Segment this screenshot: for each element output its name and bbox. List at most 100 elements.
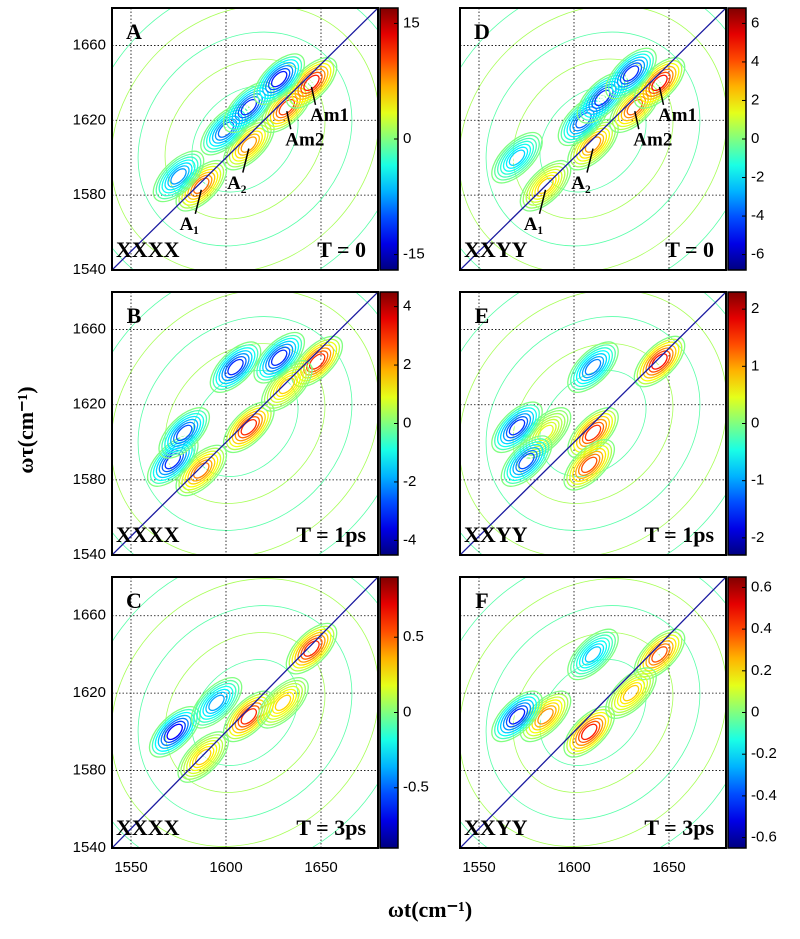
y-tick-label: 1540 bbox=[73, 261, 106, 278]
peak bbox=[563, 439, 615, 491]
background-contour bbox=[460, 577, 726, 848]
diagonal bbox=[460, 8, 726, 270]
peak bbox=[567, 407, 619, 459]
annotation: Am2 bbox=[285, 130, 324, 151]
peak bbox=[605, 47, 657, 100]
annotation: A₁ bbox=[524, 214, 543, 235]
colorbar-tick-label: 0.5 bbox=[403, 628, 424, 645]
colorbar-tick-label: -1 bbox=[751, 472, 764, 489]
y-tick-label: 1580 bbox=[73, 471, 106, 488]
x-tick-label: 1550 bbox=[462, 859, 495, 876]
peak bbox=[223, 690, 275, 743]
peak bbox=[519, 690, 572, 743]
panel-letter: E bbox=[475, 303, 490, 328]
colorbar-tick-label: -6 bbox=[751, 246, 764, 263]
annotation-arrow bbox=[310, 86, 317, 106]
annotation-arrow bbox=[538, 189, 547, 214]
annotation-arrow bbox=[194, 189, 203, 214]
annotation: Am2 bbox=[633, 130, 672, 151]
background-contour bbox=[485, 316, 701, 531]
colorbar-tick-label: 0 bbox=[751, 130, 759, 147]
peak bbox=[633, 335, 686, 388]
peak bbox=[491, 690, 543, 743]
diagonal bbox=[112, 292, 378, 555]
y-tick-label: 1660 bbox=[73, 607, 106, 624]
peak bbox=[491, 131, 543, 184]
plot-area bbox=[112, 8, 378, 270]
colorbar-tick-label: 0 bbox=[403, 130, 411, 147]
delay-time: T = 1ps bbox=[296, 522, 366, 547]
colorbar-tick-label: -0.4 bbox=[751, 787, 777, 804]
colorbar-tick-label: 0 bbox=[403, 414, 411, 431]
annotation-arrow bbox=[286, 111, 292, 130]
plot-area bbox=[460, 8, 726, 270]
colorbar-tick-label: 2 bbox=[751, 91, 759, 108]
annotation-arrow bbox=[586, 148, 594, 173]
plot-frame bbox=[111, 576, 379, 849]
annotation: Am1 bbox=[658, 105, 697, 126]
colorbar-tick-label: 0 bbox=[403, 703, 411, 720]
peak bbox=[261, 81, 313, 133]
y-tick-label: 1620 bbox=[73, 396, 106, 413]
peak bbox=[491, 401, 543, 454]
colorbar-tick-label: 0.4 bbox=[751, 620, 772, 637]
delay-time: T = 0 bbox=[317, 237, 366, 262]
colorbar-tick-label: 0 bbox=[751, 414, 759, 431]
peak bbox=[190, 677, 243, 729]
polarization: XXXX bbox=[116, 522, 180, 547]
plot-frame bbox=[459, 7, 727, 271]
peak bbox=[175, 444, 228, 497]
peak bbox=[257, 677, 309, 729]
plot-area bbox=[112, 292, 378, 555]
background-contour bbox=[460, 8, 726, 270]
colorbar-tick-label: -2 bbox=[751, 529, 764, 546]
delay-time: T = 3ps bbox=[296, 815, 366, 840]
colorbar-tick-label: -15 bbox=[403, 246, 425, 263]
colorbar-tick-label: -4 bbox=[403, 531, 416, 548]
peak bbox=[148, 706, 201, 758]
x-tick-label: 1550 bbox=[114, 859, 147, 876]
diagonal bbox=[460, 292, 726, 555]
colorbar-tick-label: -2 bbox=[403, 473, 416, 490]
background-contour bbox=[112, 8, 378, 270]
y-tick-label: 1660 bbox=[73, 36, 106, 53]
peak bbox=[209, 341, 262, 393]
colorbar-tick-label: 0.6 bbox=[751, 578, 772, 595]
y-axis-label: ωτ(cm⁻¹) bbox=[13, 386, 38, 473]
diagonal bbox=[112, 577, 378, 848]
polarization: XXYY bbox=[464, 237, 528, 262]
annotation-arrow bbox=[242, 148, 250, 173]
background-contour bbox=[137, 316, 353, 531]
annotation: A₁ bbox=[180, 214, 199, 235]
annotation: A₂ bbox=[571, 173, 591, 194]
colorbar-tick-label: 1 bbox=[751, 357, 759, 374]
background-contour bbox=[460, 292, 726, 555]
peak bbox=[567, 628, 619, 681]
peak bbox=[152, 150, 205, 203]
colorbar-tick-label: -0.2 bbox=[751, 745, 777, 762]
annotation-arrow bbox=[658, 86, 665, 106]
colorbar-tick-label: 4 bbox=[751, 53, 759, 70]
background-contour bbox=[460, 8, 726, 270]
peak bbox=[200, 103, 252, 156]
peak bbox=[633, 628, 686, 681]
peak bbox=[563, 706, 615, 758]
colorbar-tick-label: 15 bbox=[403, 14, 420, 31]
plot-area bbox=[460, 577, 726, 848]
background-contour bbox=[512, 632, 674, 793]
colorbar-tick-label: -4 bbox=[751, 207, 764, 224]
plot-area bbox=[460, 292, 726, 555]
polarization: XXXX bbox=[116, 815, 180, 840]
panel-letter: C bbox=[126, 588, 142, 613]
peak bbox=[605, 667, 657, 719]
background-contour bbox=[460, 292, 726, 555]
panel-letter: B bbox=[127, 303, 142, 328]
x-tick-label: 1650 bbox=[304, 859, 337, 876]
y-tick-label: 1540 bbox=[73, 546, 106, 563]
x-tick-label: 1600 bbox=[209, 859, 242, 876]
y-tick-label: 1660 bbox=[73, 321, 106, 338]
plot-frame bbox=[111, 291, 379, 556]
diagonal bbox=[112, 8, 378, 270]
peak bbox=[567, 341, 619, 393]
plot-frame bbox=[111, 7, 379, 271]
